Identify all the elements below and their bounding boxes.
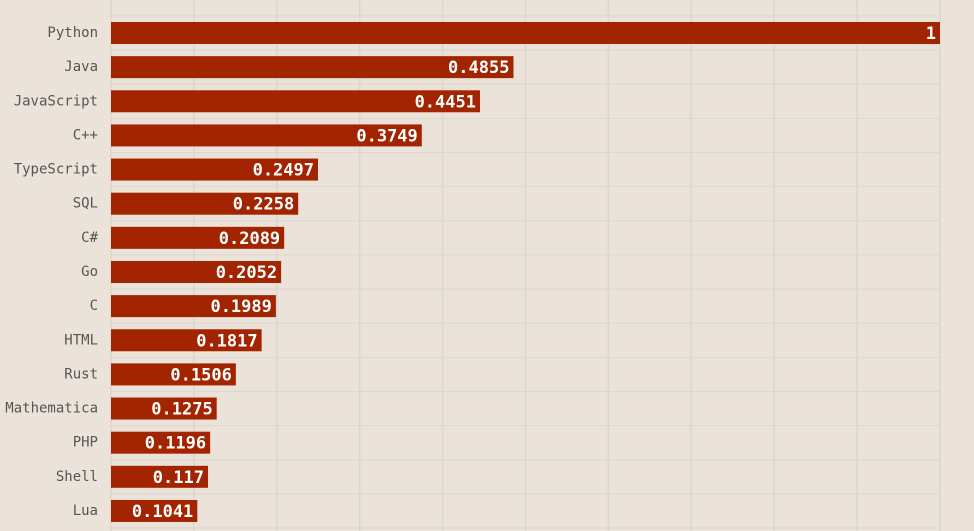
value-label: 0.1506 — [170, 365, 231, 385]
y-tick-label: HTML — [64, 332, 98, 348]
bar — [111, 295, 276, 318]
y-tick-label: C++ — [73, 127, 98, 143]
bar — [111, 397, 217, 420]
value-label: 0.2258 — [233, 195, 294, 215]
value-label: 0.1041 — [132, 502, 193, 522]
value-label: 1 — [926, 24, 936, 44]
y-tick-label: JavaScript — [14, 93, 98, 109]
bar — [111, 22, 940, 44]
bar — [111, 499, 198, 522]
value-label: 0.4855 — [448, 58, 509, 78]
bar — [111, 90, 480, 113]
y-tick-label: Java — [64, 59, 98, 75]
value-label: 0.3749 — [356, 126, 417, 146]
bar — [111, 192, 299, 215]
y-tick-label: SQL — [73, 196, 98, 212]
y-tick-label: Shell — [56, 469, 98, 485]
bar — [111, 158, 319, 181]
value-label: 0.1196 — [145, 434, 206, 454]
value-label: 0.2089 — [219, 229, 280, 249]
value-label: 0.1989 — [210, 297, 271, 317]
y-tick-label: C — [90, 298, 98, 314]
bar — [111, 56, 514, 79]
value-label: 0.2497 — [253, 161, 314, 181]
y-tick-label: C# — [81, 230, 98, 246]
y-tick-label: TypeScript — [14, 162, 98, 178]
bar — [111, 226, 285, 249]
bar — [111, 329, 262, 352]
bar — [111, 124, 422, 147]
y-tick-label: Mathematica — [5, 401, 98, 417]
value-label: 0.1817 — [196, 331, 257, 351]
y-tick-label: Go — [81, 264, 98, 280]
value-label: 0.4451 — [415, 92, 476, 112]
value-label: 0.117 — [153, 468, 204, 488]
value-label: 0.2052 — [216, 263, 277, 283]
bar — [111, 465, 208, 488]
y-tick-label: Lua — [73, 503, 98, 519]
bar — [111, 431, 211, 454]
y-tick-label: Rust — [64, 366, 98, 382]
y-tick-label: PHP — [73, 435, 98, 451]
bar — [111, 260, 282, 283]
value-label: 0.1275 — [151, 400, 212, 420]
bar — [111, 363, 236, 386]
y-tick-label: Python — [47, 25, 98, 41]
